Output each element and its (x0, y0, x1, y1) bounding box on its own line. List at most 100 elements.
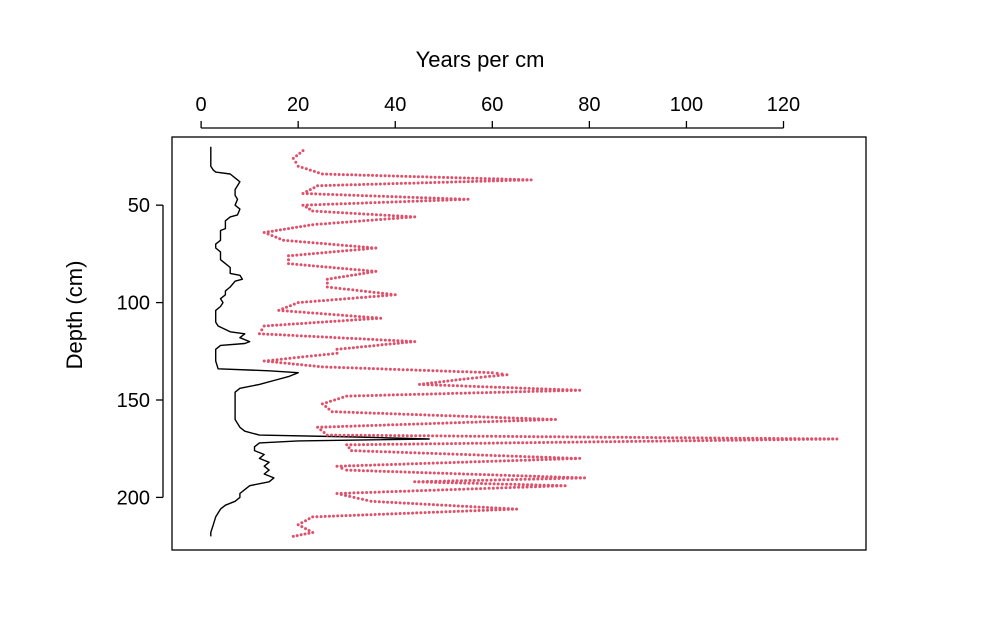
series-dot (381, 294, 385, 298)
series-dot (334, 298, 338, 301)
series-dot (492, 374, 496, 378)
series-dot (485, 453, 489, 457)
series-dot (461, 504, 464, 508)
series-dot (490, 459, 494, 463)
x-axis: 0 20 40 60 80 100 120 (196, 94, 800, 129)
series-dot (304, 205, 308, 209)
series-dot (380, 367, 384, 371)
series-dot (469, 370, 473, 374)
series-dot (497, 454, 501, 458)
series-dot (442, 175, 445, 179)
series-dot (449, 472, 453, 475)
series-dot (444, 510, 448, 514)
series-dot (561, 435, 565, 439)
series-dot (479, 487, 483, 491)
series-dot (310, 192, 313, 196)
series-dot (262, 324, 266, 328)
series-dot (304, 363, 308, 367)
series-dot (475, 481, 479, 485)
series-dot (458, 487, 461, 491)
series-dot (526, 483, 529, 487)
series-dot (423, 502, 427, 506)
series-dot (347, 287, 350, 291)
series-dot (313, 299, 317, 303)
series-dot (464, 434, 468, 438)
series-dot (390, 490, 394, 494)
series-dot (341, 220, 344, 224)
series-dot (303, 252, 307, 256)
series-dot (534, 485, 537, 489)
series-dot (548, 457, 552, 461)
series-dot (304, 519, 307, 523)
series-dot (421, 480, 425, 484)
series-dot (390, 200, 394, 204)
series-dot (713, 436, 717, 440)
series-dot (402, 412, 406, 416)
series-dot (495, 419, 499, 423)
series-dot (446, 379, 450, 383)
series-dot (445, 471, 449, 475)
series-dot (491, 420, 495, 423)
series-dot (717, 436, 721, 440)
series-dot (428, 488, 432, 492)
series-dot (402, 511, 406, 515)
series-dot (333, 319, 337, 323)
series-dot (760, 438, 763, 442)
series-dot (322, 431, 326, 434)
series-dot (426, 451, 430, 455)
series-dot (425, 175, 429, 179)
series-dot (350, 366, 354, 370)
series-dot (553, 457, 557, 461)
series-dot (366, 443, 370, 447)
series-dot (481, 385, 485, 389)
series-dot (335, 193, 339, 197)
series-dot (343, 193, 347, 197)
series-dot (386, 195, 390, 198)
series-dot (443, 383, 447, 387)
series-dot (536, 477, 540, 481)
series-dot (747, 438, 751, 442)
series-dot (361, 245, 365, 249)
series-dot (384, 434, 388, 437)
series-dot (370, 424, 374, 427)
series-dot (469, 434, 472, 438)
series-dot (402, 501, 406, 505)
series-dot (345, 468, 349, 472)
series-dot (395, 442, 399, 446)
series-dot (320, 251, 324, 255)
series-dot (332, 313, 336, 317)
series-dot (462, 441, 466, 445)
series-dot (381, 411, 385, 415)
series-dot (393, 412, 397, 416)
series-dot (370, 469, 374, 473)
series-dot (364, 345, 368, 348)
series-dot (345, 249, 349, 253)
series-dot (333, 172, 337, 176)
series-dot (316, 320, 320, 324)
series-dot (734, 438, 738, 442)
series-dot (328, 312, 332, 316)
series-dot (563, 440, 567, 444)
series-dot (415, 462, 418, 466)
series-dot (356, 496, 360, 500)
series-dot (472, 384, 476, 388)
series-dot (542, 441, 546, 444)
series-dot (279, 357, 283, 361)
series-dot (295, 534, 299, 538)
series-dot (328, 221, 332, 225)
series-dot (449, 421, 453, 425)
series-dot (373, 500, 377, 503)
series-dot (366, 173, 370, 177)
series-dot (617, 440, 621, 444)
series-dot (434, 392, 438, 396)
series-dot (371, 449, 375, 453)
series-dot (810, 437, 814, 441)
series-dot (324, 251, 328, 254)
series-dot (521, 441, 525, 445)
series-dot (431, 510, 435, 514)
series-dot (362, 317, 366, 321)
series-dot (696, 436, 700, 440)
series-dot (683, 436, 687, 440)
series-dot (565, 457, 569, 461)
series-dot (375, 338, 379, 342)
